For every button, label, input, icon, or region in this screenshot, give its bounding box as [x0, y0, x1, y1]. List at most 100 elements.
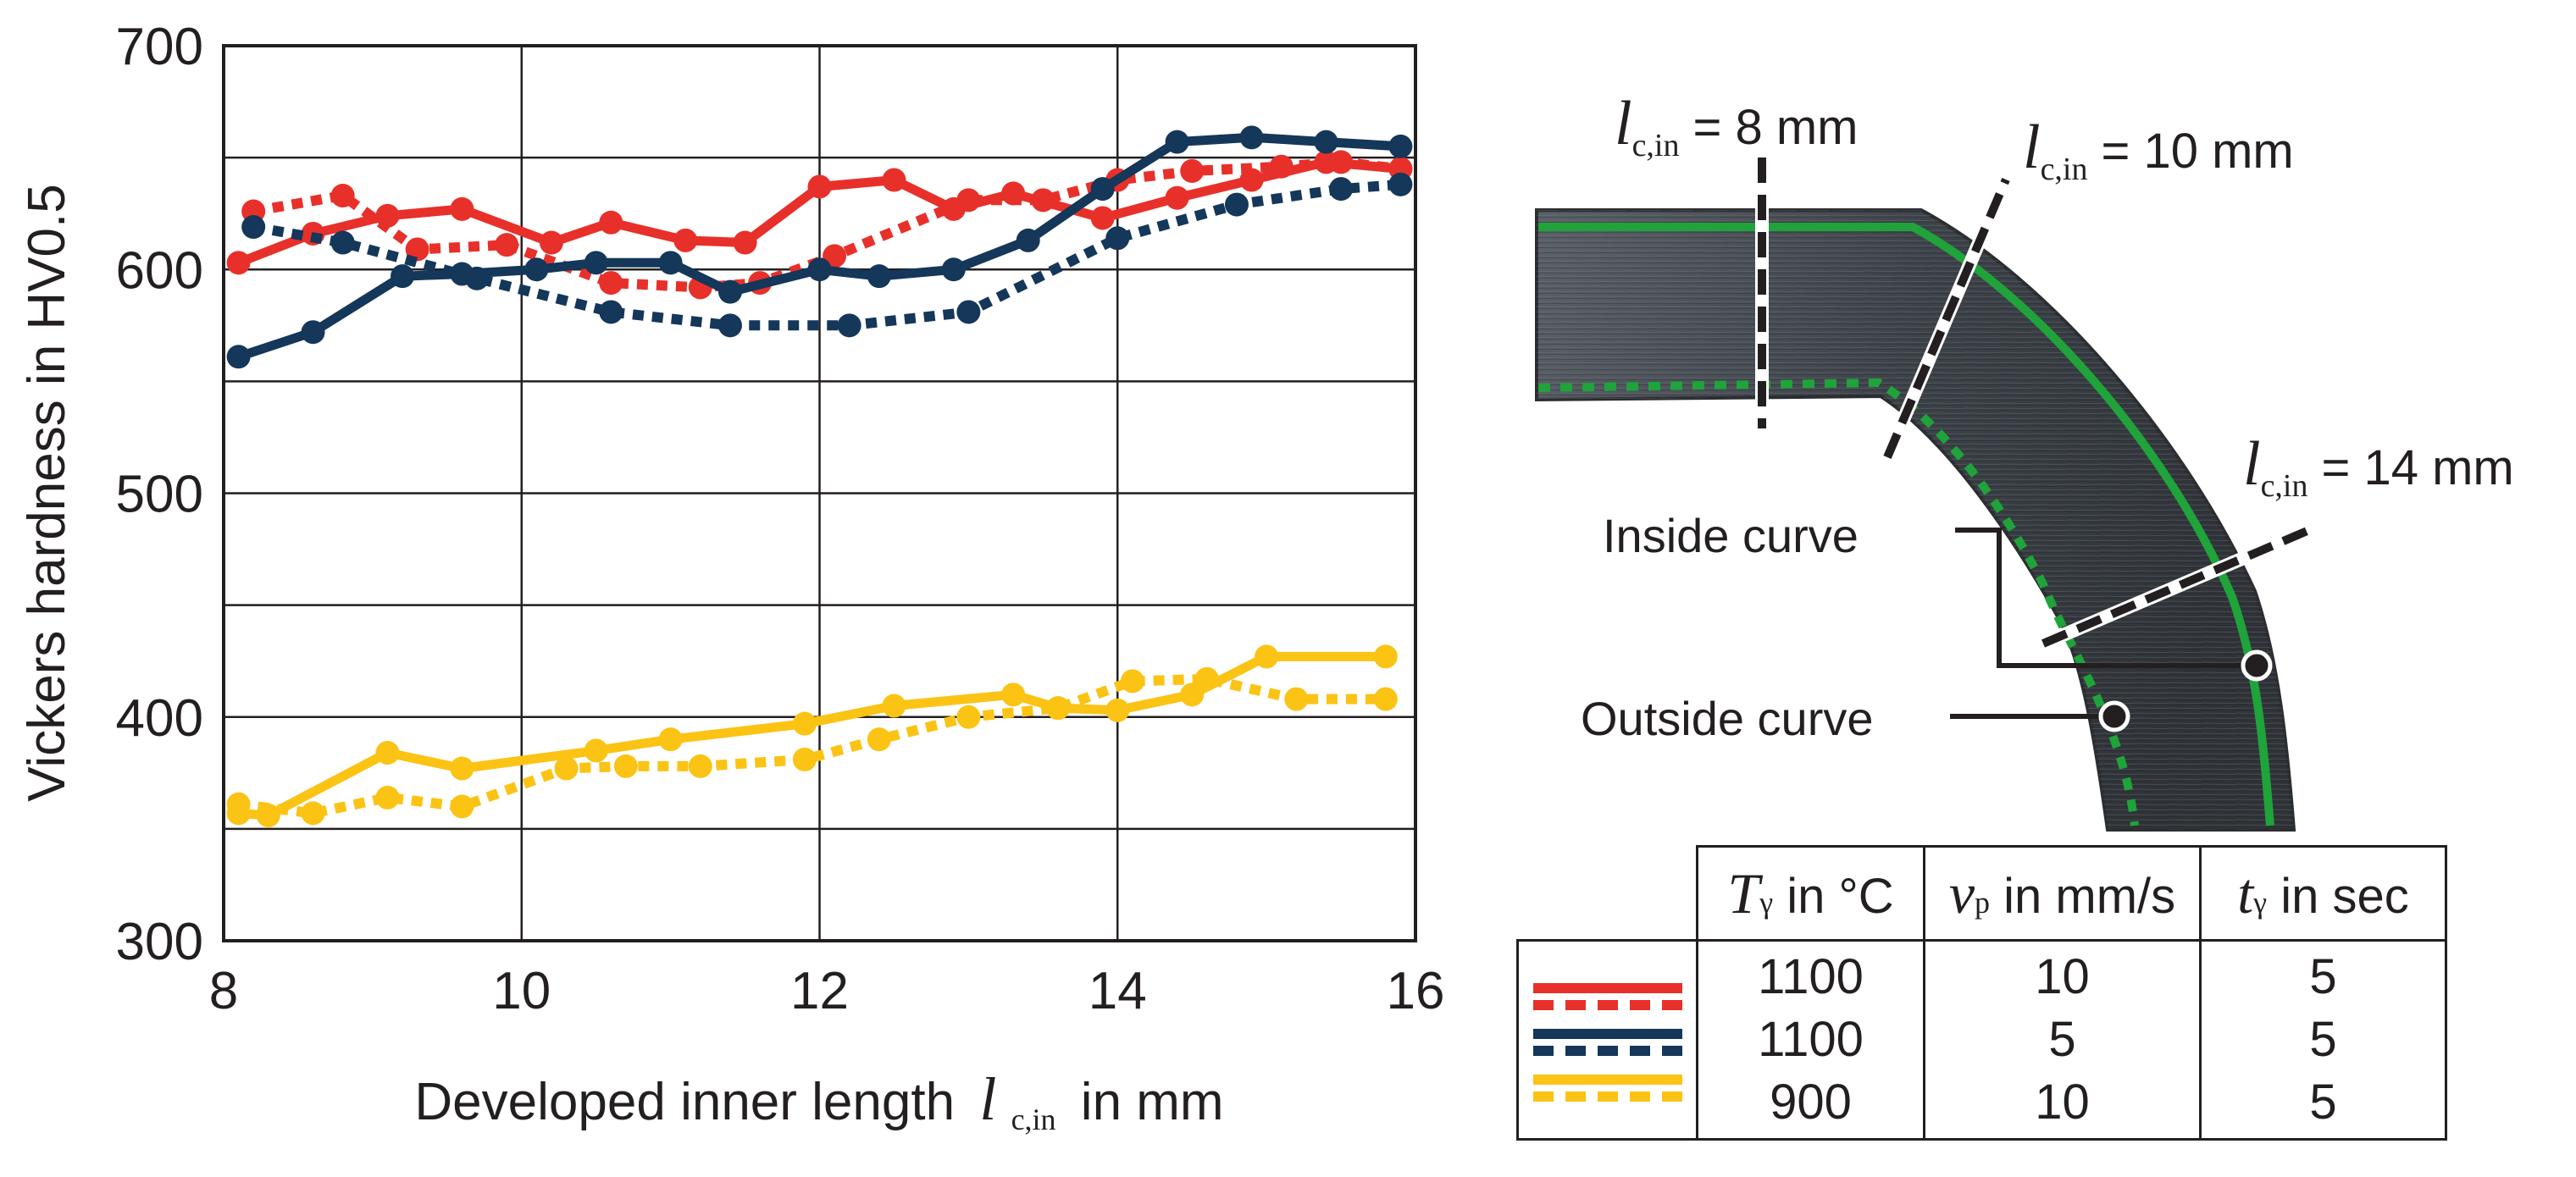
data-point: [688, 754, 712, 778]
data-point: [495, 233, 519, 257]
data-point: [391, 264, 415, 289]
x-axis-label-unit: in mm: [1081, 1073, 1224, 1131]
data-point: [1255, 644, 1279, 669]
data-point: [584, 251, 608, 275]
y-tick-label: 300: [116, 913, 203, 971]
data-point: [1284, 687, 1309, 711]
x-tick-label: 12: [790, 962, 849, 1020]
legend-swatch-red: [1519, 978, 1696, 1010]
legend-temp-navy: 1100: [1758, 1012, 1864, 1067]
outer-contour-line: [1538, 223, 2274, 826]
data-point: [599, 271, 623, 296]
data-point: [450, 756, 474, 781]
data-point: [1373, 644, 1398, 669]
data-point: [241, 215, 266, 240]
data-point: [375, 785, 400, 810]
data-point: [1001, 682, 1026, 707]
data-point: [717, 279, 742, 304]
outside-curve-marker: [2098, 700, 2130, 732]
data-point: [375, 741, 400, 765]
data-point: [792, 747, 817, 771]
data-point: [1194, 666, 1219, 691]
section-cut-14mm: [2040, 523, 2313, 650]
data-point: [807, 257, 832, 282]
data-point: [673, 228, 698, 252]
legend-swatch-red-solid: [1532, 983, 1682, 993]
legend-header-row: Tγ in °C vp in mm/s tγ in sec: [1517, 845, 2447, 942]
data-point: [1105, 698, 1130, 722]
x-tick-labels: 8 10 12 14 16: [209, 962, 1445, 1020]
data-point: [1373, 687, 1398, 711]
legend-swatch-red-dotted: [1532, 1000, 1682, 1010]
data-point: [1165, 130, 1189, 154]
label-lcin-14mm: lc,in = 14 mm: [2243, 429, 2514, 504]
inside-curve-label: Inside curve: [1603, 509, 1859, 562]
data-point: [1090, 206, 1115, 230]
inner-contour-line: [1537, 378, 2139, 826]
data-point: [524, 257, 549, 282]
data-point: [301, 320, 325, 345]
data-point: [301, 801, 325, 826]
x-tick-label: 10: [492, 962, 551, 1020]
data-point: [882, 693, 906, 718]
data-point: [464, 266, 489, 290]
data-point: [1314, 130, 1338, 154]
legend-swatch-yellow-solid: [1532, 1075, 1682, 1085]
data-point: [1031, 188, 1055, 213]
legend-temp-yellow: 900: [1770, 1075, 1852, 1130]
legend-swatch-navy-solid: [1532, 1029, 1682, 1039]
legend-header-empty: [1517, 846, 1698, 942]
plot-frame: [222, 44, 1417, 942]
label-lcin-8mm: lc,in = 8 mm: [1615, 89, 1859, 163]
legend-values-row: 1100 1100 900 10 5 10 5 5 5: [1516, 939, 2447, 1141]
data-point: [658, 251, 683, 275]
data-point: [1388, 134, 1413, 158]
legend-speed-yellow: 10: [2035, 1075, 2090, 1130]
steel-profile: [1535, 208, 2296, 832]
data-point: [613, 754, 638, 778]
data-point: [1224, 192, 1249, 217]
outside-curve-label: Outside curve: [1581, 692, 1874, 745]
legend-temp-red: 1100: [1758, 949, 1864, 1004]
x-axis-label-subscript: c,in: [1011, 1102, 1056, 1136]
series-solid-2: [226, 125, 1413, 369]
data-point: [539, 230, 563, 255]
data-point: [330, 230, 355, 255]
data-point: [658, 727, 683, 752]
legend-swatch-navy: [1519, 1010, 1696, 1056]
data-point: [807, 174, 832, 199]
data-point: [226, 251, 251, 275]
data-point: [450, 196, 474, 221]
legend-header-time: tγ in sec: [2199, 845, 2447, 942]
data-point: [226, 345, 251, 369]
data-point: [450, 794, 474, 819]
inside-curve-marker: [2241, 649, 2273, 682]
inside-curve-leader: [1955, 528, 2257, 668]
legend-header-speed: vp in mm/s: [1923, 845, 2202, 942]
data-point: [867, 727, 891, 752]
legend-time-red: 5: [2309, 949, 2337, 1004]
data-point: [956, 300, 981, 324]
legend-swatches: [1516, 939, 1698, 1141]
data-point: [1239, 125, 1264, 150]
legend-header-temperature: Tγ in °C: [1696, 845, 1925, 942]
data-point: [1388, 172, 1413, 196]
x-tick-label: 14: [1089, 962, 1147, 1020]
y-axis-label: Vickers hardness in HV0.5: [18, 184, 76, 801]
data-point: [1090, 177, 1115, 202]
hardness-chart: 300 400 500 600 700 8 10 12 14 16 Vickers hardne…: [18, 18, 1445, 1136]
legend-swatch-navy-dotted: [1532, 1046, 1682, 1056]
data-point: [1239, 168, 1264, 192]
legend-swatch-yellow: [1519, 1056, 1696, 1102]
x-tick-label: 16: [1387, 962, 1445, 1020]
legend-temperature-values: 1100 1100 900: [1696, 939, 1925, 1141]
series-dotted-5: [226, 666, 1398, 826]
data-point: [226, 792, 251, 816]
data-point: [1329, 177, 1354, 202]
data-point: [941, 257, 966, 282]
data-point: [837, 313, 861, 338]
data-point: [1329, 150, 1354, 174]
y-tick-label: 700: [116, 18, 203, 76]
data-point: [956, 188, 981, 213]
data-point: [717, 313, 742, 338]
